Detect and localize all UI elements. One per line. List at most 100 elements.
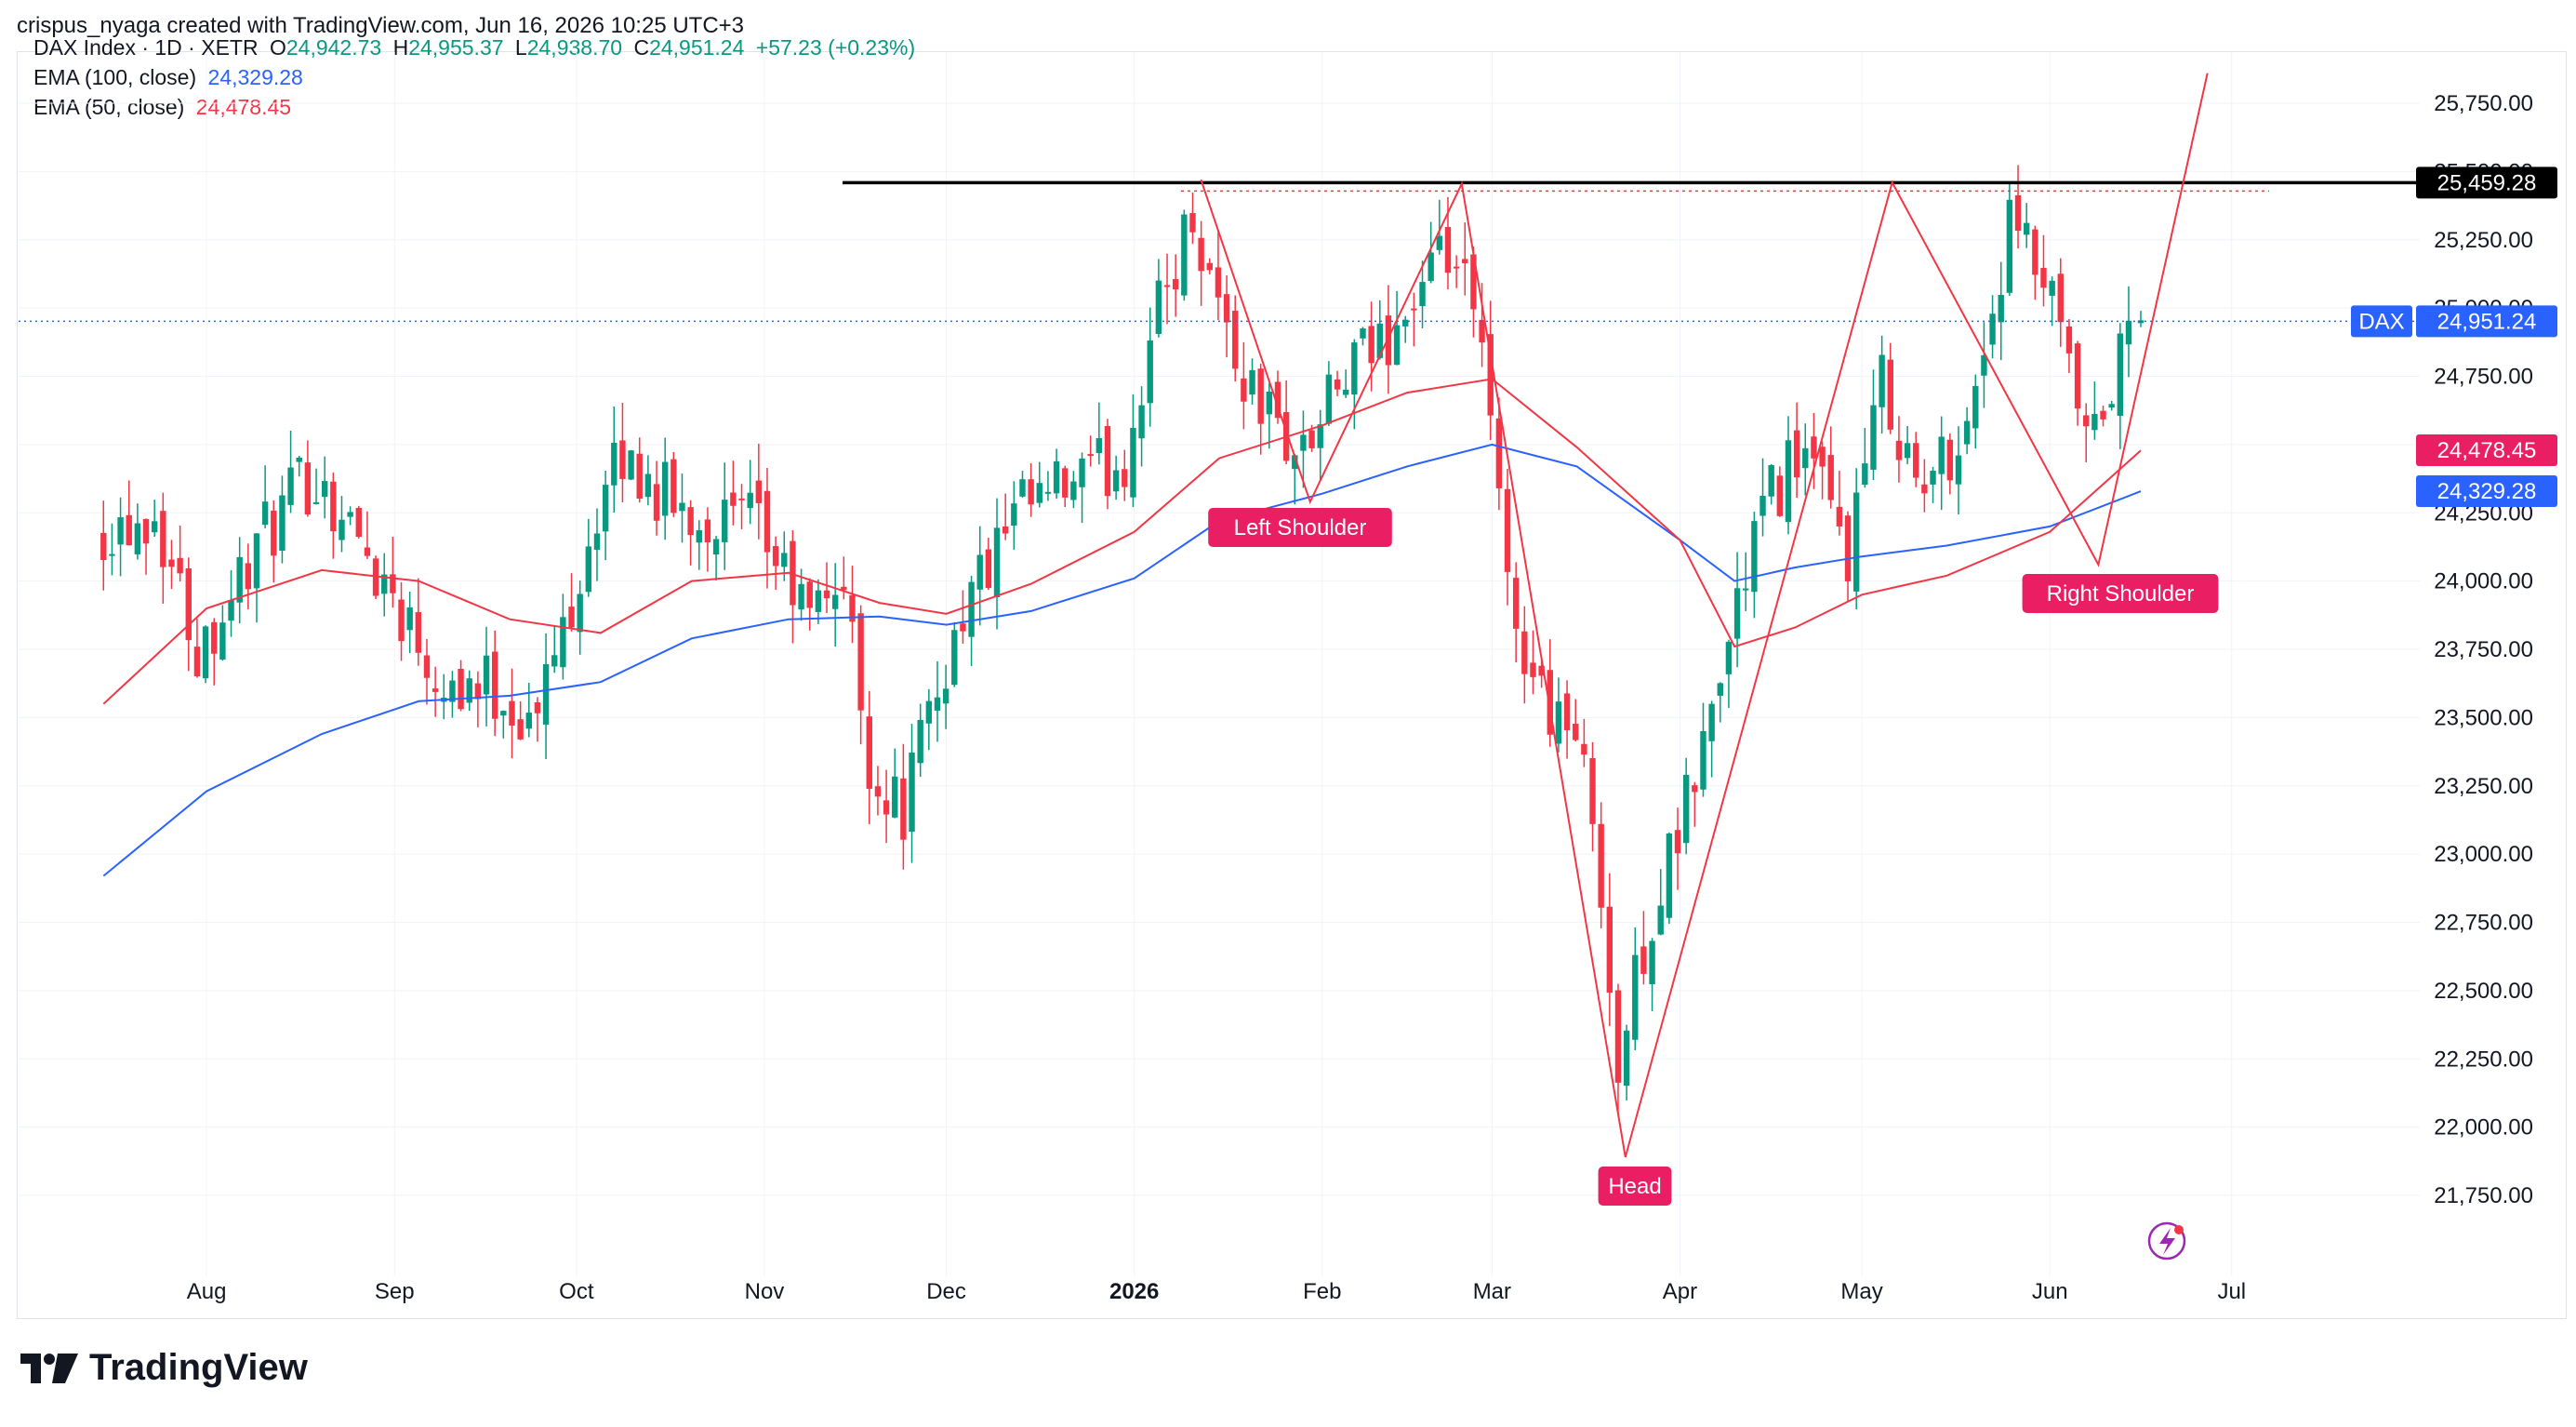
candle-body: [2049, 280, 2055, 296]
candle-body: [815, 590, 822, 612]
candle-body: [1385, 315, 1392, 366]
candle-body: [960, 623, 966, 632]
candle-body: [602, 485, 609, 532]
candle-body: [1317, 424, 1323, 448]
candle-body: [772, 546, 779, 567]
candle-body: [849, 594, 856, 622]
ema100-price-tag: 24,329.28: [2437, 479, 2537, 504]
candle-body: [942, 688, 949, 704]
ohlc-high: H24,955.37: [392, 35, 504, 60]
candle-body: [1751, 521, 1758, 593]
candle-body: [1342, 389, 1349, 395]
candle-body: [1649, 940, 1655, 985]
y-tick-label: 25,750.00: [2434, 91, 2533, 116]
x-tick-label: Jul: [2217, 1279, 2246, 1304]
candle-body: [236, 556, 243, 603]
y-tick-label: 23,500.00: [2434, 705, 2533, 730]
candle-body: [1657, 905, 1664, 935]
candle-body: [644, 473, 652, 498]
ema50-line: [102, 378, 2142, 705]
candle-body: [1768, 464, 1774, 497]
ohlc-change: +57.23 (+0.23%): [755, 35, 916, 60]
candle-body: [2040, 267, 2047, 288]
candle-body: [619, 440, 626, 479]
candle-body: [1274, 381, 1281, 419]
candle-body: [542, 663, 550, 725]
x-tick-label: 2026: [1109, 1279, 1159, 1304]
candle-body: [1411, 308, 1417, 311]
candle-body: [585, 546, 592, 593]
candle-body: [381, 574, 388, 594]
candle-body: [1087, 454, 1094, 457]
candle-body: [355, 507, 362, 538]
candle-body: [458, 668, 464, 710]
candle-body: [2100, 410, 2106, 420]
candle-body: [1079, 458, 1085, 487]
tradingview-brand[interactable]: TradingView: [20, 1347, 308, 1389]
ema50-price-tag: 24,478.45: [2437, 438, 2537, 463]
candle-body: [696, 529, 702, 543]
candle-body: [525, 713, 532, 729]
candle-body: [2014, 194, 2022, 232]
candle-body: [1725, 641, 1733, 674]
candle-body: [1692, 785, 1698, 793]
candle-body: [321, 481, 328, 498]
candle-body: [304, 462, 312, 515]
candle-body: [1938, 436, 1945, 474]
candle-body: [738, 498, 745, 500]
candle-body: [653, 484, 660, 521]
candle-body: [1036, 483, 1042, 503]
symbol-name: DAX Index · 1D · XETR: [33, 35, 259, 60]
candle-body: [1955, 455, 1962, 485]
candle-body: [2065, 326, 2073, 353]
candle-body: [1930, 471, 1936, 485]
tradingview-logo-icon: [20, 1353, 78, 1383]
candle-body: [509, 700, 515, 726]
ema100-legend[interactable]: EMA (100, close) 24,329.28: [33, 65, 309, 90]
chart-frame[interactable]: [17, 51, 2567, 1319]
candle-body: [968, 581, 975, 637]
y-tick-label: 24,750.00: [2434, 365, 2533, 390]
candle-body: [1444, 227, 1452, 273]
candle-body: [679, 502, 685, 512]
resistance-price-tag: 25,459.28: [2437, 170, 2537, 195]
candle-body: [1538, 665, 1545, 676]
ohlc-low: L24,938.70: [514, 35, 623, 60]
candle-body: [568, 607, 575, 628]
candle-body: [372, 558, 379, 596]
candle-body: [1232, 311, 1239, 369]
candle-body: [790, 540, 796, 606]
candle-body: [1104, 426, 1111, 497]
ema50-legend[interactable]: EMA (50, close) 24,478.45: [33, 95, 297, 120]
candle-body: [202, 626, 209, 679]
candle-body: [1436, 235, 1443, 250]
y-tick-label: 22,750.00: [2434, 911, 2533, 936]
candle-body: [1019, 479, 1026, 497]
y-tick-label: 22,250.00: [2434, 1047, 2533, 1072]
candle-body: [491, 651, 498, 719]
candle-body: [1419, 282, 1426, 307]
candle-body: [1351, 342, 1358, 395]
candle-body: [177, 557, 183, 574]
candle-body: [1802, 447, 1809, 469]
ema100-label: EMA (100, close): [33, 65, 197, 89]
candle-body: [1555, 701, 1562, 744]
candle-body: [432, 688, 439, 692]
dax-price-tag-bg: [2416, 305, 2557, 338]
candle-body: [1733, 588, 1741, 639]
candle-body: [747, 492, 753, 509]
candle-body: [1062, 468, 1069, 498]
candle-body: [1972, 385, 1979, 429]
candle-body: [1921, 484, 1928, 494]
candle-body: [1206, 262, 1213, 271]
candle-body: [1487, 334, 1494, 416]
candle-body: [1895, 440, 1903, 460]
candle-body: [1155, 280, 1162, 334]
candle-body: [228, 599, 234, 621]
x-tick-label: Nov: [745, 1279, 785, 1304]
candle-body: [1674, 830, 1681, 854]
symbol-legend[interactable]: DAX Index · 1D · XETR O24,942.73 H24,955…: [33, 35, 921, 60]
candle-body: [1606, 906, 1613, 994]
candle-body: [1811, 436, 1817, 459]
